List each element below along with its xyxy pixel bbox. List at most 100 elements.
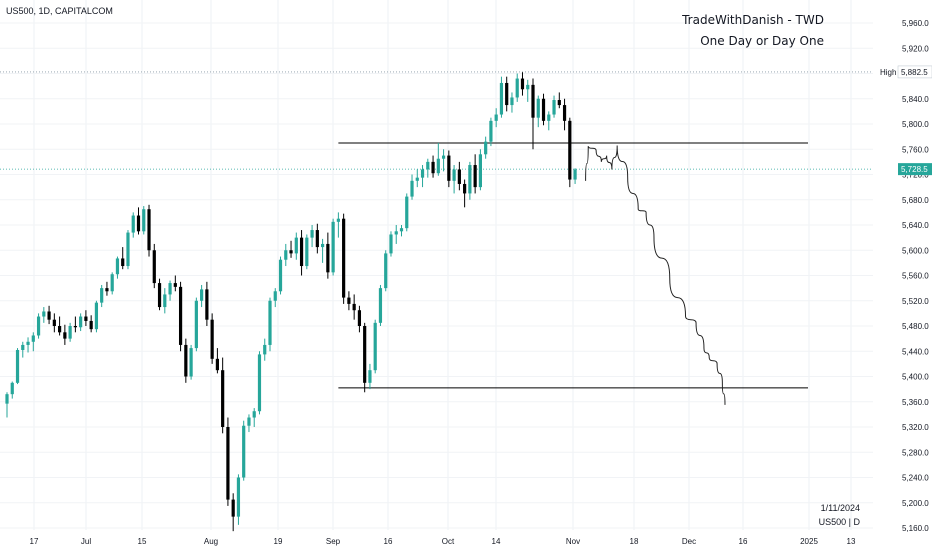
- candle-body: [294, 237, 298, 254]
- candle-body: [168, 283, 172, 295]
- candle: [200, 284, 204, 308]
- candle-body: [441, 155, 446, 159]
- candle-body: [15, 349, 20, 383]
- candle-body: [42, 311, 46, 317]
- candle: [252, 408, 256, 427]
- candle: [15, 348, 20, 385]
- candle: [294, 232, 298, 260]
- candle-body: [89, 320, 93, 330]
- candle: [473, 154, 477, 194]
- candle: [10, 381, 14, 399]
- candle-body: [194, 300, 198, 349]
- price-tick-label: 5,440.0: [902, 347, 929, 356]
- candle-body: [321, 243, 325, 248]
- candle: [273, 288, 277, 308]
- candle: [484, 136, 488, 159]
- high-price-tag: [897, 65, 932, 79]
- candle-body: [368, 370, 372, 383]
- candle-body: [373, 322, 377, 371]
- candle: [510, 92, 514, 113]
- time-tick-label: 18: [630, 537, 639, 546]
- candle: [536, 95, 540, 128]
- candle: [321, 238, 325, 263]
- price-tick-label: 5,960.0: [902, 19, 929, 28]
- candle: [173, 275, 177, 292]
- candle: [147, 204, 151, 257]
- time-tick-label: Aug: [204, 537, 218, 546]
- candle-body: [236, 477, 241, 517]
- candle-body: [399, 228, 404, 232]
- price-tick-label: 5,280.0: [902, 448, 929, 457]
- candle-body: [52, 319, 56, 326]
- candle-body: [21, 344, 25, 350]
- candle-body: [115, 258, 120, 275]
- candle-body: [394, 231, 398, 235]
- candle: [568, 117, 572, 188]
- last-price-value: 5,728.5: [901, 165, 928, 174]
- candle-body: [299, 237, 304, 267]
- candle: [499, 76, 504, 118]
- candle-body: [5, 394, 9, 404]
- candle-body: [142, 209, 146, 232]
- price-axis[interactable]: 5,960.05,920.05,880.05,840.05,800.05,760…: [902, 19, 929, 533]
- time-tick-label: 16: [739, 537, 748, 546]
- candle-body: [247, 417, 251, 426]
- candle: [478, 149, 482, 191]
- candle-body: [131, 215, 135, 233]
- time-tick-label: 14: [492, 537, 501, 546]
- candle-body: [468, 165, 472, 194]
- candle-body: [205, 289, 209, 320]
- candle: [384, 250, 388, 292]
- candle-body: [105, 288, 109, 292]
- candle-body: [110, 274, 114, 292]
- candle: [42, 307, 46, 323]
- candle-body: [447, 155, 451, 181]
- candle-body: [389, 234, 393, 254]
- time-axis[interactable]: 17 Jul 15 Aug 19 Sep 16 Oct 14 Nov 18 Dec 16 2025 13: [30, 537, 856, 546]
- candle-body: [499, 82, 504, 115]
- candle: [541, 93, 546, 126]
- candle-body: [58, 326, 62, 333]
- candle-body: [489, 120, 493, 142]
- time-tick-label: 16: [384, 537, 393, 546]
- candle: [342, 213, 346, 304]
- footer-info: 1/11/2024 US500 | D: [819, 501, 860, 529]
- footer-date: 1/11/2024: [820, 503, 860, 513]
- candle: [299, 230, 304, 276]
- candles: [5, 72, 577, 532]
- candle-body: [363, 326, 367, 383]
- candle: [336, 212, 340, 238]
- projected-path-line[interactable]: [585, 145, 726, 405]
- candle-body: [189, 348, 193, 377]
- candle: [94, 300, 99, 333]
- time-tick-label: Oct: [442, 537, 455, 546]
- footer-symbol: US500 | D: [818, 517, 860, 527]
- candle: [505, 76, 509, 112]
- candle: [184, 338, 188, 383]
- candle: [168, 280, 172, 301]
- candle: [268, 297, 272, 352]
- candle: [205, 281, 209, 326]
- candle-body: [568, 120, 572, 180]
- candle-body: [315, 230, 319, 248]
- time-tick-label: 17: [30, 537, 39, 546]
- candle-body: [552, 100, 556, 115]
- candle: [231, 493, 235, 532]
- candle-body: [10, 382, 14, 395]
- candle: [305, 234, 309, 270]
- candle: [515, 73, 519, 102]
- candle-body: [541, 98, 546, 121]
- candle-body: [452, 169, 456, 181]
- candle: [52, 313, 56, 333]
- candle: [263, 338, 267, 361]
- candle: [447, 150, 451, 188]
- candle: [426, 158, 430, 178]
- candle-body: [326, 243, 330, 273]
- candle-body: [184, 344, 188, 377]
- candle-body: [347, 297, 351, 304]
- candle: [189, 344, 193, 380]
- candle: [157, 278, 162, 311]
- price-tick-label: 5,680.0: [902, 196, 929, 205]
- high-label: High: [880, 68, 896, 77]
